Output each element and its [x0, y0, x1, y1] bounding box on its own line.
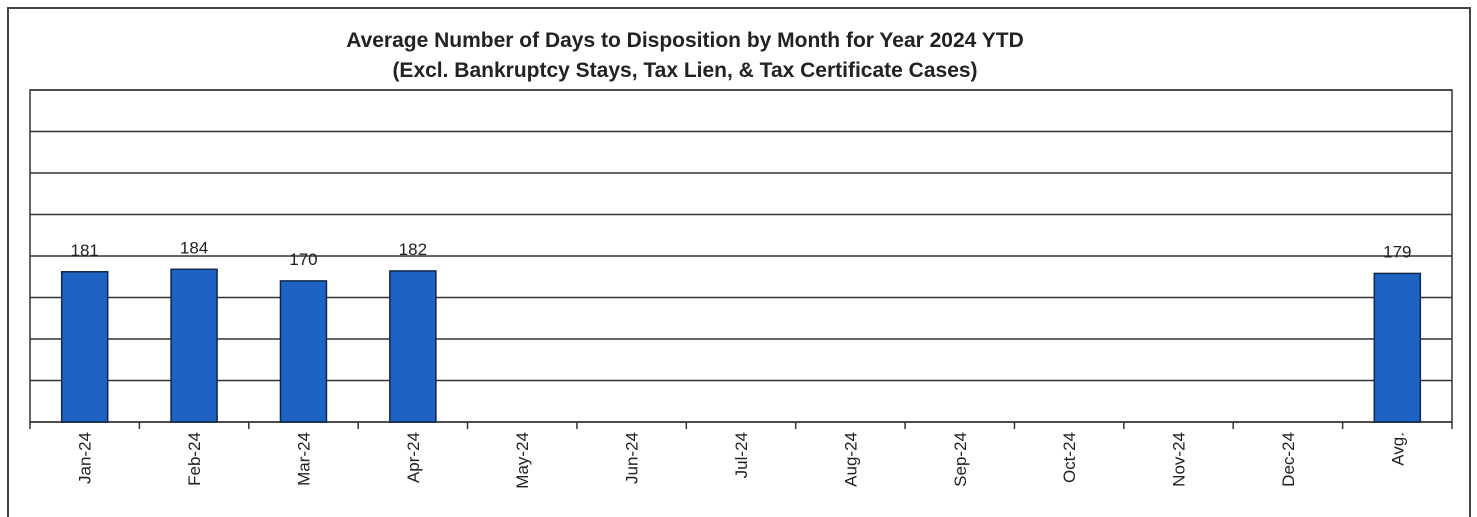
data-label: 179	[1383, 242, 1411, 261]
data-label: 170	[289, 250, 317, 269]
x-tick-label: Mar-24	[294, 432, 313, 486]
chart-subtitle: (Excl. Bankruptcy Stays, Tax Lien, & Tax…	[392, 59, 977, 82]
bar	[170, 268, 218, 423]
x-tick-label: Dec-24	[1279, 432, 1298, 487]
x-tick-label: Jul-24	[732, 432, 751, 478]
x-tick-label: May-24	[513, 432, 532, 489]
bar	[279, 280, 328, 423]
bar	[1373, 272, 1422, 423]
x-tick-label: Aug-24	[841, 432, 860, 487]
bar	[389, 270, 437, 423]
x-tick-label: Apr-24	[404, 432, 423, 483]
x-tick-label: Jun-24	[623, 432, 642, 484]
data-label: 181	[71, 241, 99, 260]
bar	[60, 271, 109, 423]
data-label: 182	[399, 240, 427, 259]
chart-title: Average Number of Days to Disposition by…	[346, 29, 1024, 52]
data-label: 184	[180, 238, 208, 257]
x-tick-label: Sep-24	[951, 432, 970, 487]
x-tick-label: Feb-24	[185, 432, 204, 486]
x-tick-label: Oct-24	[1060, 432, 1079, 483]
x-tick-label: Avg.	[1388, 432, 1407, 466]
x-tick-label: Nov-24	[1170, 432, 1189, 487]
x-tick-label: Jan-24	[76, 432, 95, 484]
